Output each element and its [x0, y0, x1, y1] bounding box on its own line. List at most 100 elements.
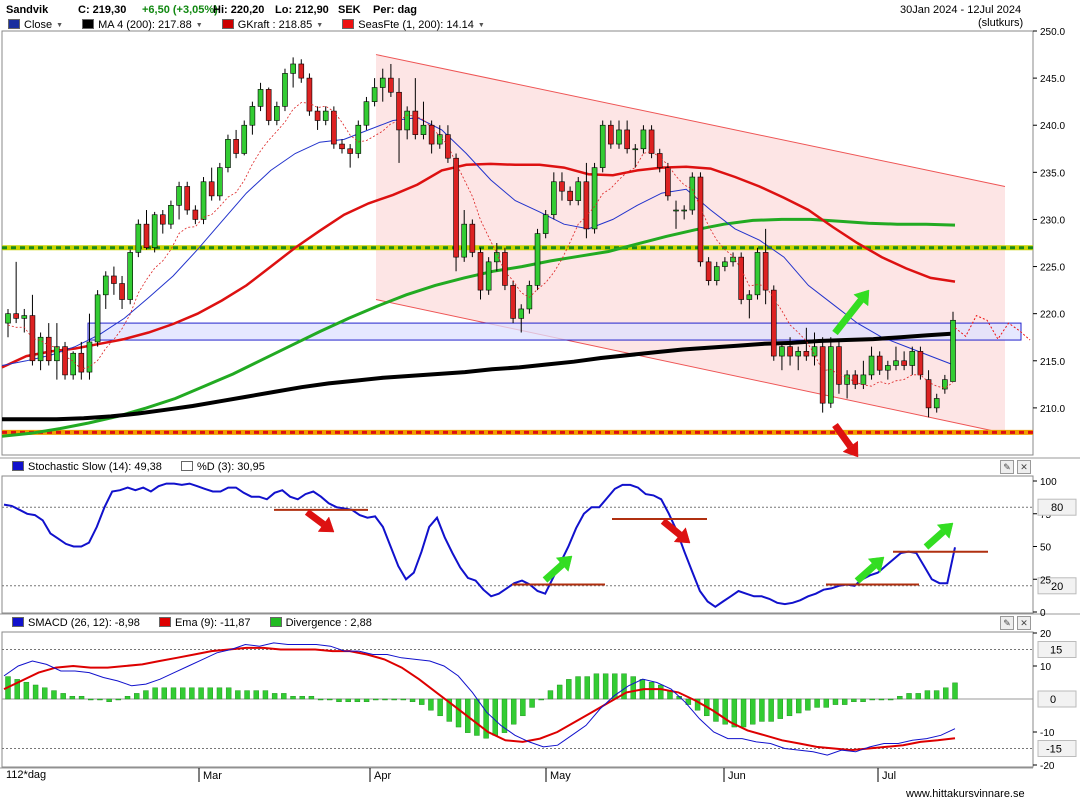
wrench-icon[interactable]: ✎ — [1000, 616, 1014, 630]
candle — [591, 162, 598, 234]
divergence-bar — [216, 687, 223, 700]
stoch-panel-frame — [1, 475, 1034, 614]
divergence-bar — [529, 698, 535, 708]
candle — [225, 134, 231, 173]
legend-item-gkraft[interactable]: GKraft : 218.85 ▼ — [221, 19, 324, 31]
divergence-bar — [299, 695, 305, 700]
candle-body — [681, 209, 687, 212]
candle — [200, 177, 207, 225]
divergence-bar — [704, 698, 710, 717]
legend-item-ema[interactable]: Ema (9): -11,87 — [158, 617, 251, 629]
legend-item-stochastic[interactable]: Stochastic Slow (14): 49,38 — [12, 461, 162, 473]
ma-green-line — [1, 217, 956, 438]
candle — [868, 346, 875, 380]
stoch-tick-label: 25 — [1040, 575, 1052, 586]
divergence-bar — [437, 698, 443, 717]
stoch-tick-label: 100 — [1040, 477, 1057, 488]
candle — [412, 78, 419, 140]
legend-swatch — [8, 19, 20, 29]
candle — [241, 120, 248, 156]
candle — [828, 337, 834, 408]
buy-arrow-icon-head — [936, 522, 954, 539]
divergence-bar — [823, 698, 829, 708]
candle-body — [632, 148, 639, 151]
price-tick-label: 210.0 — [1040, 404, 1065, 415]
divergence-bar — [465, 698, 471, 733]
candle-body — [795, 351, 802, 357]
divergence-bar — [207, 687, 213, 700]
divergence-bar — [179, 687, 186, 700]
divergence-bar — [768, 698, 774, 722]
price-tick-label: 225.0 — [1040, 263, 1065, 274]
wrench-icon[interactable]: ✎ — [1000, 460, 1014, 474]
candle-body — [86, 341, 93, 373]
divergence-bar — [225, 687, 232, 700]
divergence-bar — [713, 698, 719, 722]
close-panel-icon[interactable]: ✕ — [1017, 616, 1031, 630]
smacd-line — [3, 642, 956, 756]
candle — [102, 271, 109, 309]
legend-item-close[interactable]: Close ▼ — [8, 19, 63, 31]
buy-arrow-icon-head — [853, 289, 870, 307]
candle-body — [901, 360, 907, 366]
candle — [559, 172, 565, 201]
candle — [852, 370, 859, 390]
candle — [135, 219, 142, 258]
legend-item-divergence[interactable]: Divergence : 2,88 — [269, 617, 372, 629]
candle-body — [78, 352, 85, 373]
candle-body — [485, 261, 492, 291]
candle — [298, 59, 305, 83]
candle — [159, 210, 166, 234]
candle-body — [249, 106, 256, 126]
candle — [70, 351, 76, 380]
candle — [184, 181, 191, 215]
price-type: (slutkurs) — [978, 17, 1024, 29]
divergence-bar — [455, 698, 462, 728]
candle-body — [779, 346, 785, 357]
divergence-bar — [14, 679, 20, 700]
buy-arrow-icon-head — [555, 555, 573, 572]
candle-body — [412, 110, 419, 135]
candle-body — [534, 233, 541, 286]
candle — [608, 120, 614, 149]
chevron-down-icon[interactable]: ▼ — [477, 22, 485, 29]
divergence-bar — [887, 698, 894, 701]
sell-arrow-icon — [304, 509, 326, 528]
candle-body — [54, 346, 60, 362]
candle — [925, 370, 932, 418]
sell-arrow-icon — [832, 422, 854, 449]
ma200-line — [2, 331, 956, 422]
candle — [306, 73, 313, 116]
candle-body — [225, 139, 231, 168]
candle-body — [689, 176, 696, 211]
candle — [404, 106, 410, 140]
chevron-down-icon[interactable]: ▼ — [316, 22, 324, 29]
close-panel-icon[interactable]: ✕ — [1017, 460, 1031, 474]
candle — [811, 332, 818, 366]
legend-item-smacd[interactable]: SMACD (26, 12): -8,98 — [12, 617, 140, 629]
chevron-down-icon[interactable]: ▼ — [56, 22, 64, 29]
candle-body — [860, 374, 867, 385]
candle — [876, 351, 883, 375]
candle-body — [445, 134, 451, 159]
candle — [274, 101, 280, 126]
candle — [265, 87, 272, 126]
macd-legend: SMACD (26, 12): -8,98 Ema (9): -11,87 Di… — [12, 617, 388, 629]
candle-body — [925, 379, 932, 409]
candle — [45, 323, 52, 366]
divergence-bar — [924, 690, 931, 700]
legend-item-percent-d[interactable]: %D (3): 30,95 — [180, 461, 265, 473]
candle — [127, 249, 133, 305]
divergence-bar — [354, 698, 361, 703]
candle — [314, 106, 321, 130]
divergence-bar — [409, 698, 416, 703]
candle-body — [697, 176, 704, 263]
legend-item-seasfte[interactable]: SeasFte (1, 200): 14.14 ▼ — [342, 19, 485, 31]
chevron-down-icon[interactable]: ▼ — [195, 22, 203, 29]
candle-body — [917, 351, 924, 376]
candle — [787, 337, 793, 366]
divergence-bar — [933, 690, 940, 700]
legend-item-ma200[interactable]: MA 4 (200): 217.88 ▼ — [82, 19, 203, 31]
high-value: Hi: 220,20 — [213, 4, 265, 16]
